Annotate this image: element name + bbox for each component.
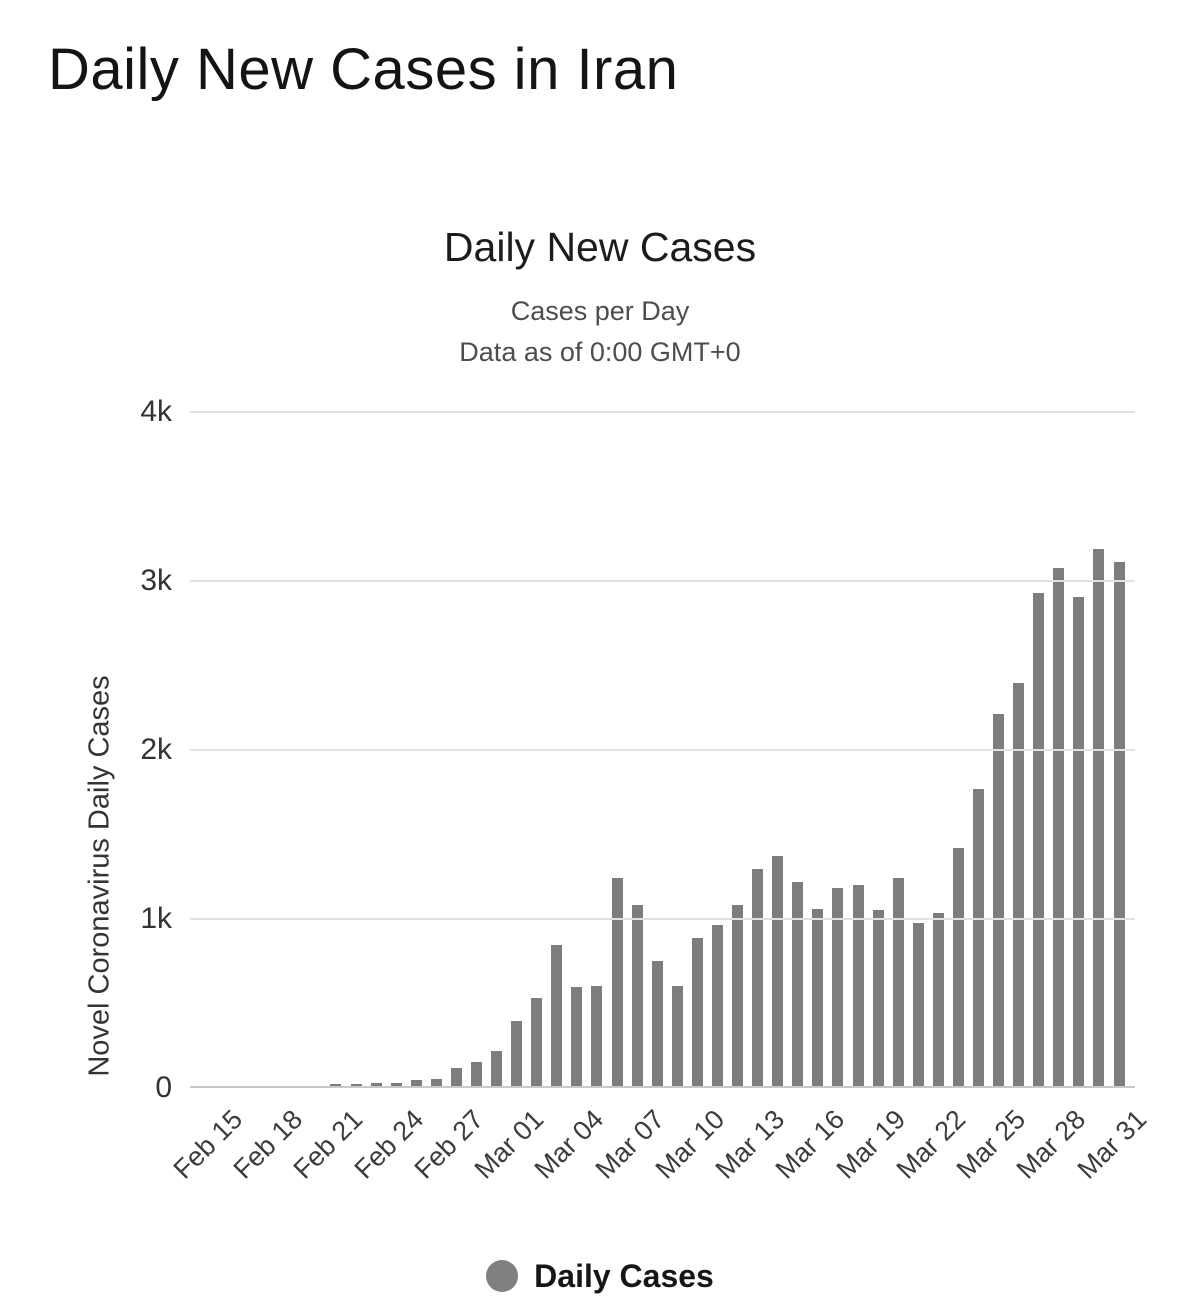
bar-mar-27[interactable] <box>1033 592 1045 1086</box>
bar-mar-31[interactable] <box>1113 561 1125 1086</box>
bar-mar-25[interactable] <box>993 714 1005 1086</box>
y-tick-label-0: 0 <box>155 1071 172 1104</box>
bar-feb-21[interactable] <box>330 1083 342 1086</box>
bar-mar-09[interactable] <box>671 985 683 1086</box>
gridline-1k <box>190 918 1135 920</box>
y-tick-label-1k: 1k <box>140 902 172 935</box>
bar-mar-20[interactable] <box>892 877 904 1086</box>
bar-mar-08[interactable] <box>651 960 663 1086</box>
bar-feb-20[interactable] <box>310 1085 322 1086</box>
page-title: Daily New Cases in Iran <box>48 37 679 102</box>
legend-label: Daily Cases <box>534 1257 714 1294</box>
legend[interactable]: Daily Cases <box>0 1256 1200 1296</box>
bar-mar-26[interactable] <box>1013 683 1025 1086</box>
bar-mar-13[interactable] <box>752 868 764 1086</box>
bar-feb-27[interactable] <box>450 1068 462 1086</box>
x-tick-label-mar-16: Mar 16 <box>770 1104 851 1185</box>
bar-mar-21[interactable] <box>912 923 924 1086</box>
y-tick-label-2k: 2k <box>140 733 172 766</box>
y-tick-label-4k: 4k <box>140 395 172 428</box>
bar-mar-30[interactable] <box>1093 549 1105 1086</box>
plot-area: 0 1k 2k 3k 4k <box>140 396 1135 1104</box>
bar-mar-04[interactable] <box>571 987 583 1086</box>
bar-feb-26[interactable] <box>430 1078 442 1086</box>
x-axis-labels: Feb 15 Feb 18 Feb 21 Feb 24 Feb 27 Mar 01 Mar … <box>168 1090 1153 1220</box>
bar-mar-23[interactable] <box>952 848 964 1086</box>
x-axis-line <box>190 1086 1135 1088</box>
bars <box>210 412 1125 1086</box>
bar-feb-22[interactable] <box>350 1084 362 1086</box>
bar-mar-01[interactable] <box>511 1021 523 1086</box>
bar-mar-03[interactable] <box>551 945 563 1086</box>
chart-subtitle-cases-per-day: Cases per Day <box>510 296 690 326</box>
bar-mar-07[interactable] <box>631 904 643 1086</box>
bar-feb-23[interactable] <box>370 1083 382 1086</box>
bar-mar-06[interactable] <box>611 878 623 1086</box>
bar-mar-19[interactable] <box>872 909 884 1086</box>
legend-dot-icon <box>486 1260 519 1292</box>
gridline-2k <box>190 749 1135 751</box>
bar-feb-28[interactable] <box>471 1061 483 1086</box>
bar-mar-24[interactable] <box>972 789 984 1086</box>
gridline-4k <box>190 411 1135 413</box>
bar-feb-29[interactable] <box>491 1051 503 1086</box>
bar-mar-22[interactable] <box>932 912 944 1086</box>
bar-mar-02[interactable] <box>531 997 543 1086</box>
bar-mar-10[interactable] <box>691 937 703 1086</box>
bar-mar-05[interactable] <box>591 986 603 1086</box>
bar-feb-24[interactable] <box>390 1082 402 1086</box>
bar-mar-29[interactable] <box>1073 597 1085 1086</box>
bar-feb-25[interactable] <box>410 1080 422 1086</box>
bar-mar-14[interactable] <box>772 856 784 1086</box>
bar-mar-28[interactable] <box>1053 567 1065 1086</box>
y-tick-label-3k: 3k <box>140 564 172 597</box>
x-tick-label-mar-28: Mar 28 <box>1011 1104 1092 1185</box>
bar-mar-12[interactable] <box>732 904 744 1086</box>
gridline-3k <box>190 580 1135 582</box>
bar-mar-18[interactable] <box>852 885 864 1086</box>
chart-subtitle-data-as-of: Data as of 0:00 GMT+0 <box>459 337 741 367</box>
chart-title: Daily New Cases <box>443 224 757 270</box>
x-tick-label-mar-04: Mar 04 <box>529 1104 610 1185</box>
bar-mar-17[interactable] <box>832 887 844 1086</box>
bar-mar-11[interactable] <box>711 924 723 1086</box>
bar-mar-16[interactable] <box>812 908 824 1086</box>
bar-mar-15[interactable] <box>792 882 804 1086</box>
x-tick-label-mar-31: Mar 31 <box>1072 1104 1153 1185</box>
